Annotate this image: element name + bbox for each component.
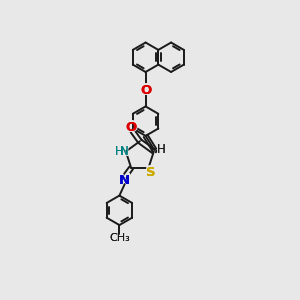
Text: N: N	[119, 145, 128, 158]
Text: CH₃: CH₃	[107, 232, 132, 245]
Text: H: H	[155, 142, 166, 157]
Text: H: H	[114, 144, 125, 159]
Text: O: O	[124, 120, 138, 135]
Text: O: O	[139, 83, 152, 98]
Text: O: O	[140, 84, 151, 97]
Text: H: H	[115, 145, 124, 158]
Text: CH₃: CH₃	[109, 233, 130, 243]
Text: S: S	[146, 167, 156, 179]
Text: H: H	[157, 142, 165, 156]
Text: S: S	[145, 165, 157, 180]
Text: N: N	[118, 173, 131, 188]
Text: O: O	[140, 84, 151, 97]
Text: H: H	[115, 145, 124, 158]
Text: S: S	[146, 167, 156, 179]
Text: O: O	[125, 121, 136, 134]
Text: CH₃: CH₃	[109, 233, 130, 243]
Text: N: N	[119, 145, 128, 158]
Text: N: N	[118, 144, 129, 159]
Text: N: N	[119, 174, 130, 187]
Text: O: O	[125, 121, 136, 134]
Text: H: H	[157, 142, 165, 156]
Text: N: N	[119, 174, 130, 187]
